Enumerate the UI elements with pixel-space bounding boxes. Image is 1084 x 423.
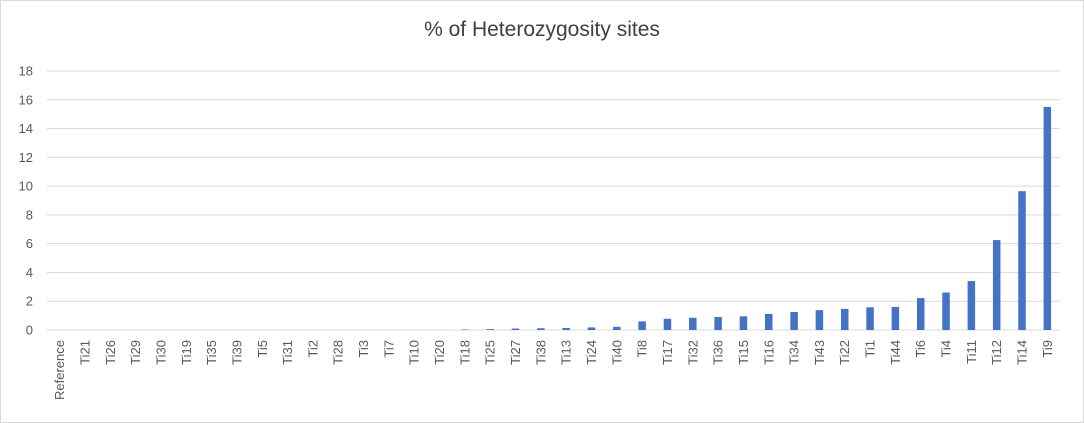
x-tick-label: Ti35 xyxy=(204,340,219,365)
x-tick-label: Ti18 xyxy=(457,340,472,365)
bar-ti6 xyxy=(916,298,925,330)
bar-ti25 xyxy=(486,329,494,330)
x-tick-label: Ti22 xyxy=(837,340,852,365)
x-tick-label: Ti12 xyxy=(989,340,1004,365)
x-tick-label: Ti21 xyxy=(77,340,92,365)
y-tick-label: 10 xyxy=(19,179,33,194)
x-tick-label: Ti30 xyxy=(153,340,168,365)
bar-ti8 xyxy=(638,321,646,330)
x-tick-label: Ti9 xyxy=(1040,340,1055,358)
y-tick-label: 18 xyxy=(19,64,33,79)
x-tick-label: Ti38 xyxy=(533,340,548,365)
bar-ti24 xyxy=(587,327,596,330)
bar-ti11 xyxy=(967,281,976,330)
gridlines xyxy=(47,70,1060,331)
x-tick-label: Ti32 xyxy=(685,340,700,365)
x-tick-label: Ti2 xyxy=(305,340,320,358)
y-tick-label: 4 xyxy=(26,265,33,280)
x-tick-label: Ti20 xyxy=(432,340,447,365)
x-tick-label: Ti8 xyxy=(635,340,650,358)
bars xyxy=(461,106,1052,330)
x-axis-ticks: Reference Ti21 Ti26 Ti29 Ti30 Ti19 Ti35 Ti39 Ti5… xyxy=(52,340,1055,400)
x-tick-label: Ti4 xyxy=(939,340,954,358)
bar-ti12 xyxy=(992,240,1001,330)
y-tick-label: 6 xyxy=(26,236,33,251)
bar-ti32 xyxy=(689,317,697,330)
y-tick-label: 2 xyxy=(26,294,33,309)
bar-ti43 xyxy=(815,310,824,330)
x-tick-label: Ti40 xyxy=(609,340,624,365)
x-tick-label: Ti15 xyxy=(736,340,751,365)
bar-ti36 xyxy=(714,317,722,330)
bar-ti14 xyxy=(1018,191,1026,330)
bar-ti9 xyxy=(1043,106,1052,330)
y-axis-ticks: 0 2 4 6 8 10 12 14 16 18 xyxy=(19,64,33,338)
bar-ti4 xyxy=(942,292,950,330)
y-tick-label: 14 xyxy=(19,121,33,136)
x-tick-label: Reference xyxy=(52,340,67,400)
x-tick-label: Ti10 xyxy=(407,340,422,365)
x-tick-label: Ti36 xyxy=(711,340,726,365)
bar-ti1 xyxy=(866,307,874,330)
chart-title: % of Heterozygosity sites xyxy=(424,18,660,41)
x-tick-label: Ti39 xyxy=(229,340,244,365)
bar-ti13 xyxy=(562,327,570,330)
x-tick-label: Ti24 xyxy=(584,340,599,365)
x-tick-label: Ti31 xyxy=(280,340,295,365)
bar-ti22 xyxy=(840,308,849,330)
x-tick-label: Ti1 xyxy=(863,340,878,358)
bar-ti34 xyxy=(790,312,798,330)
y-tick-label: 8 xyxy=(26,207,33,222)
x-tick-label: Ti13 xyxy=(559,340,574,365)
x-tick-label: Ti44 xyxy=(888,340,903,365)
bar-ti17 xyxy=(663,318,672,330)
x-tick-label: Ti6 xyxy=(913,340,928,358)
x-tick-label: Ti17 xyxy=(660,340,675,365)
x-tick-label: Ti29 xyxy=(128,340,143,365)
bar-ti40 xyxy=(613,326,621,330)
x-tick-label: Ti34 xyxy=(787,340,802,365)
x-tick-label: Ti25 xyxy=(483,340,498,365)
x-tick-label: Ti16 xyxy=(761,340,776,365)
x-tick-label: Ti43 xyxy=(812,340,827,365)
bar-ti16 xyxy=(765,313,773,330)
x-tick-label: Ti11 xyxy=(964,340,979,364)
x-tick-label: Ti5 xyxy=(255,340,270,358)
x-tick-label: Ti3 xyxy=(356,340,371,358)
bar-ti44 xyxy=(891,306,900,330)
x-tick-label: Ti7 xyxy=(381,340,396,358)
y-tick-label: 0 xyxy=(26,323,33,338)
x-tick-label: Ti19 xyxy=(179,340,194,365)
bar-ti27 xyxy=(511,328,520,330)
bar-ti15 xyxy=(739,316,748,330)
x-tick-label: Ti14 xyxy=(1015,340,1030,365)
x-tick-label: Ti27 xyxy=(508,340,523,365)
bar-ti38 xyxy=(537,328,545,330)
x-tick-label: Ti26 xyxy=(103,340,118,365)
x-tick-label: Ti28 xyxy=(331,340,346,365)
y-tick-label: 12 xyxy=(19,150,33,165)
y-tick-label: 16 xyxy=(19,92,33,107)
